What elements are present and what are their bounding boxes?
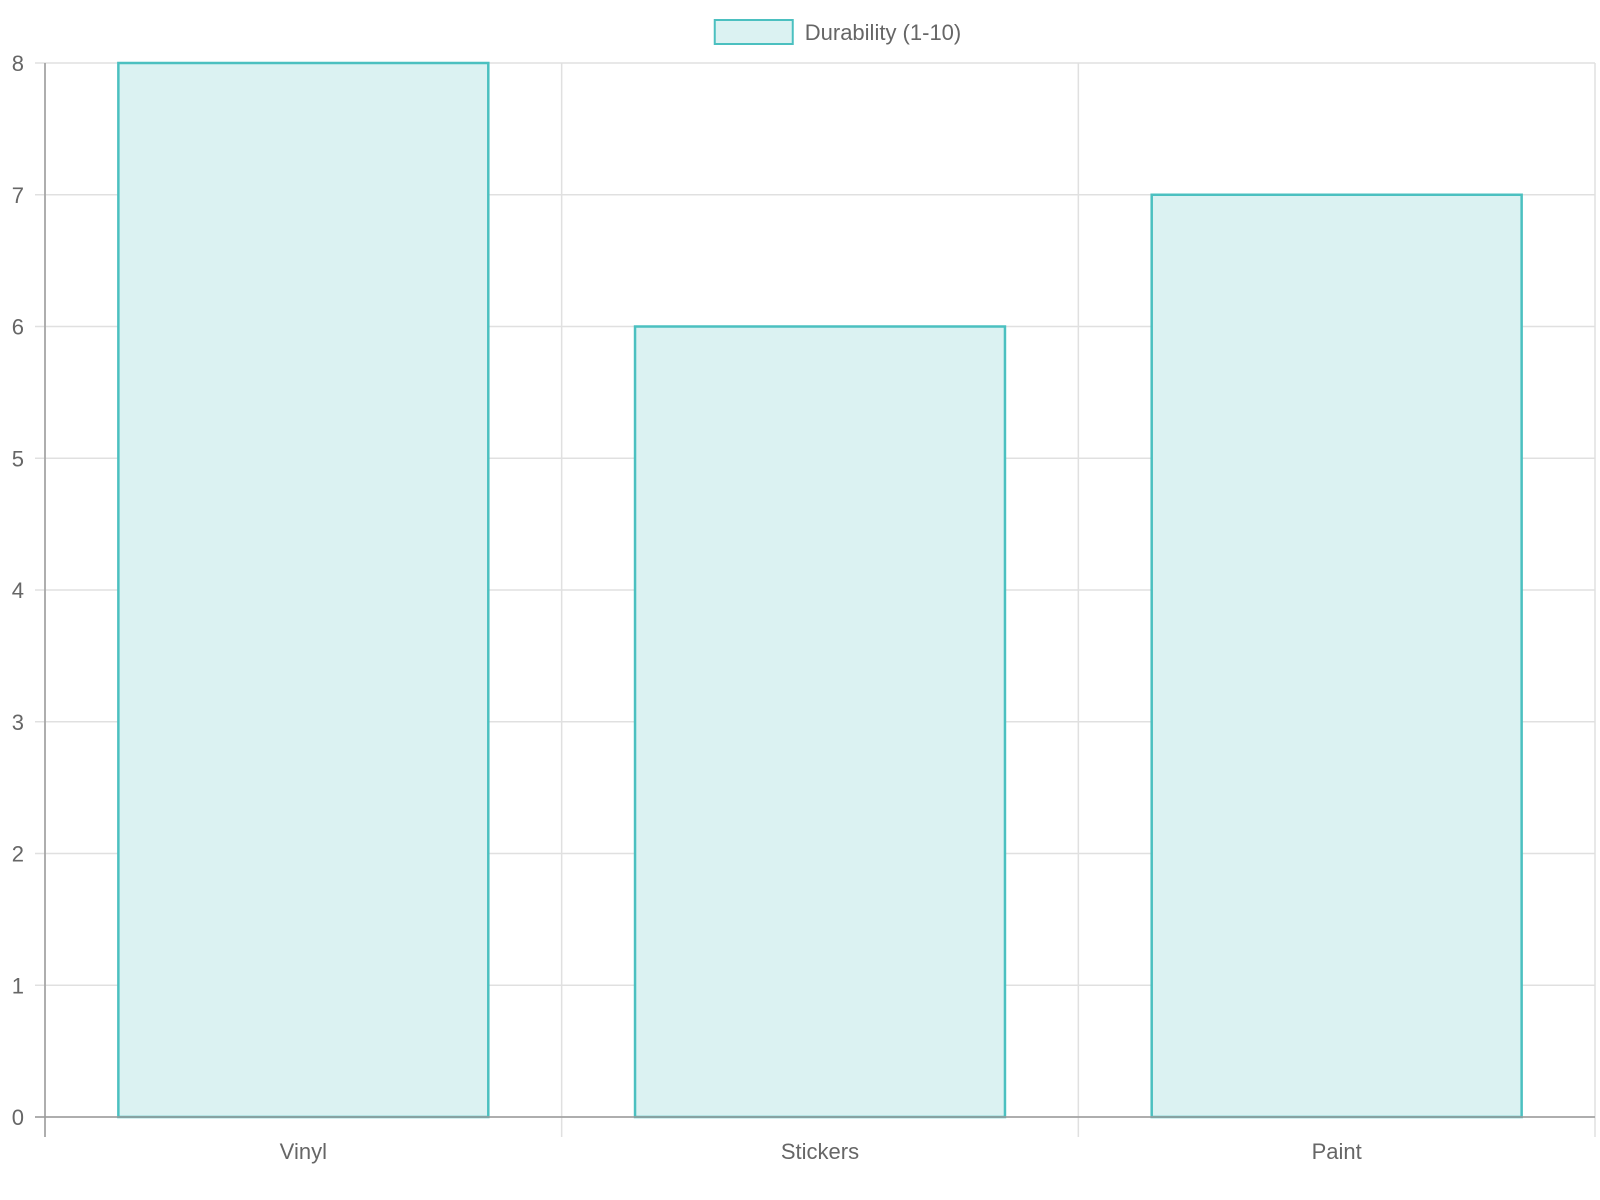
x-tick-label: Vinyl (280, 1139, 327, 1164)
y-tick-label: 7 (12, 183, 24, 208)
bar-vinyl[interactable] (117, 61, 490, 1119)
bar-stickers[interactable] (633, 325, 1007, 1119)
y-tick-label: 2 (12, 842, 24, 867)
y-tick-label: 5 (12, 446, 24, 471)
legend-swatch[interactable] (713, 19, 794, 45)
legend-label: Durability (1-10) (805, 20, 962, 45)
y-tick-label: 3 (12, 710, 24, 735)
y-tick-label: 8 (12, 51, 24, 76)
bars (117, 61, 1523, 1119)
x-tick-label: Stickers (781, 1139, 859, 1164)
y-tick-label: 1 (12, 973, 24, 998)
y-tick-label: 6 (12, 315, 24, 340)
bar-paint[interactable] (1150, 193, 1523, 1119)
legend[interactable]: Durability (1-10) (713, 19, 962, 45)
tick-labels: 0 1 2 3 4 5 6 7 8 Vinyl Stickers Paint (12, 51, 1362, 1164)
axes (35, 63, 1595, 1137)
x-tick-label: Paint (1312, 1139, 1362, 1164)
y-tick-label: 0 (12, 1105, 24, 1130)
y-tick-label: 4 (12, 578, 24, 603)
